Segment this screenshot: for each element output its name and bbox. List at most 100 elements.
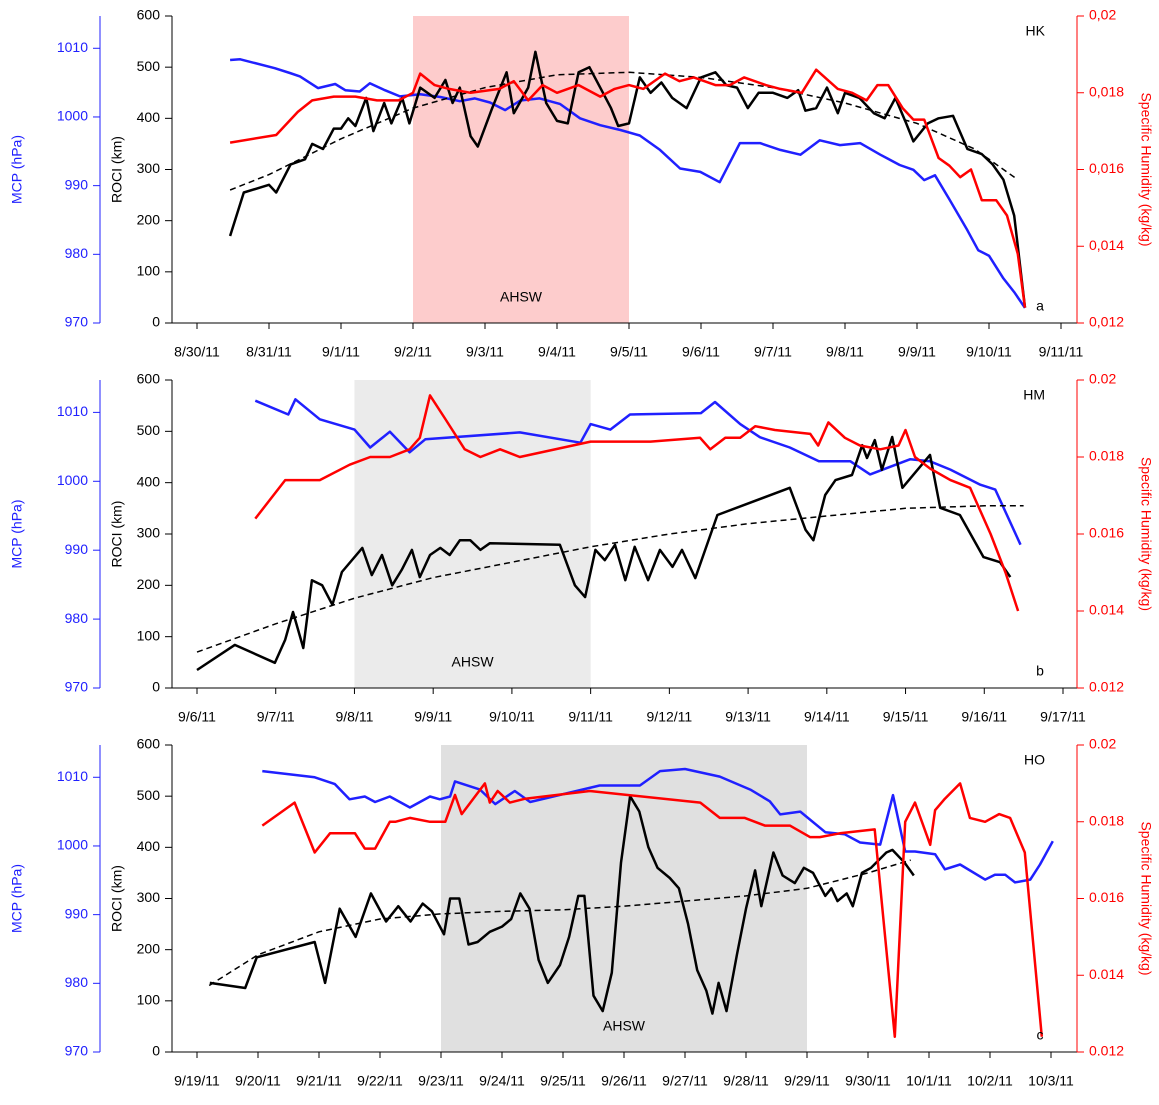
x-tick-label: 9/25/11 [540, 1073, 586, 1089]
y-tick-label: 100 [137, 627, 161, 643]
y2-tick-label: 0,016 [1089, 160, 1124, 176]
y-tick-label: 500 [137, 58, 161, 74]
y-tick-label: 300 [137, 160, 161, 176]
x-tick-label: 9/2/11 [394, 344, 432, 360]
y2-tick-label: 0.016 [1089, 525, 1124, 541]
y3-tick-label: 1000 [57, 837, 88, 853]
y-tick-label: 300 [137, 525, 161, 541]
y2-tick-label: 0,014 [1089, 237, 1124, 253]
shaded-period [354, 380, 591, 688]
x-tick-label: 9/23/11 [418, 1073, 464, 1089]
y3-tick-label: 970 [65, 1043, 89, 1059]
x-tick-label: 10/3/11 [1028, 1073, 1074, 1089]
y2-tick-label: 0.018 [1089, 812, 1124, 828]
y-tick-label: 200 [137, 940, 161, 956]
x-tick-label: 9/24/11 [479, 1073, 525, 1089]
shade-label: AHSW [603, 1018, 646, 1034]
x-tick-label: 9/29/11 [784, 1073, 830, 1089]
x-tick-label: 9/7/11 [754, 344, 792, 360]
y2-tick-label: 0.018 [1089, 448, 1124, 464]
x-tick-label: 8/30/11 [174, 344, 220, 360]
y-tick-label: 0 [152, 679, 160, 695]
x-tick-label: 9/28/11 [723, 1073, 769, 1089]
x-tick-label: 9/3/11 [466, 344, 504, 360]
y3-tick-label: 1010 [57, 768, 88, 784]
x-tick-label: 9/12/11 [647, 709, 693, 725]
x-tick-label: 9/1/11 [322, 344, 360, 360]
shade-label: AHSW [500, 289, 543, 305]
y-tick-label: 100 [137, 992, 161, 1008]
y3-tick-label: 1010 [57, 403, 88, 419]
y2-axis-title: Specific Humidity (kg/kg) [1138, 457, 1154, 611]
y3-tick-label: 990 [65, 905, 89, 921]
y3-tick-label: 980 [65, 610, 89, 626]
y2-axis-title: Specific Humidity (kg/kg) [1138, 821, 1154, 975]
y-tick-label: 600 [137, 736, 161, 752]
y3-axis-title: MCP (hPa) [9, 864, 25, 933]
y-tick-label: 600 [137, 371, 161, 387]
y3-axis-title: MCP (hPa) [9, 135, 25, 204]
series-line [196, 505, 1024, 653]
series-line [261, 782, 1044, 1038]
y-tick-label: 400 [137, 109, 161, 125]
station-label: HM [1023, 387, 1045, 403]
series-line [230, 58, 1027, 309]
y2-tick-label: 0.02 [1089, 736, 1116, 752]
y3-tick-label: 970 [65, 314, 89, 330]
series-line [196, 435, 1012, 672]
y2-tick-label: 0.012 [1089, 679, 1124, 695]
station-label: HO [1024, 752, 1045, 768]
shaded-period [413, 16, 629, 323]
station-label: HK [1026, 23, 1046, 39]
x-tick-label: 9/19/11 [174, 1073, 220, 1089]
panel-label: a [1036, 298, 1044, 314]
x-tick-label: 9/20/11 [235, 1073, 281, 1089]
y-axis-title: ROCI (km) [109, 865, 125, 932]
y-tick-label: 0 [152, 314, 160, 330]
panel-label: b [1036, 663, 1044, 679]
y2-tick-label: 0.02 [1089, 371, 1116, 387]
y-tick-label: 300 [137, 889, 161, 905]
x-tick-label: 9/10/11 [489, 709, 535, 725]
series-line [209, 794, 915, 1015]
x-tick-label: 8/31/11 [246, 344, 292, 360]
x-tick-label: 9/11/11 [1039, 344, 1084, 360]
y2-tick-label: 0.016 [1089, 889, 1124, 905]
y-tick-label: 500 [137, 787, 161, 803]
series-line [262, 767, 1054, 884]
y2-tick-label: 0.014 [1089, 602, 1124, 618]
y3-tick-label: 970 [65, 679, 89, 695]
y3-tick-label: 1000 [57, 108, 88, 124]
x-tick-label: 9/13/11 [725, 709, 771, 725]
y2-tick-label: 0.014 [1089, 966, 1124, 982]
y3-tick-label: 980 [65, 974, 89, 990]
x-tick-label: 9/8/11 [826, 344, 864, 360]
y2-tick-label: 0,012 [1089, 314, 1124, 330]
x-tick-label: 9/16/11 [961, 709, 1007, 725]
x-tick-label: 9/6/11 [178, 709, 216, 725]
series-line [229, 71, 1019, 191]
y-tick-label: 0 [152, 1043, 160, 1059]
y-tick-label: 100 [137, 263, 161, 279]
y3-axis-title: MCP (hPa) [9, 500, 25, 569]
y-tick-label: 200 [137, 211, 161, 227]
shade-label: AHSW [452, 654, 495, 670]
y3-tick-label: 980 [65, 245, 89, 261]
y-tick-label: 400 [137, 838, 161, 854]
y-tick-label: 200 [137, 576, 161, 592]
y3-tick-label: 990 [65, 176, 89, 192]
x-tick-label: 9/9/11 [898, 344, 936, 360]
y3-tick-label: 1000 [57, 472, 88, 488]
y2-tick-label: 0,018 [1089, 83, 1124, 99]
x-tick-label: 9/8/11 [336, 709, 374, 725]
y-axis-title: ROCI (km) [109, 501, 125, 568]
y2-tick-label: 0,02 [1089, 7, 1116, 23]
x-tick-label: 9/15/11 [883, 709, 929, 725]
x-tick-label: 9/22/11 [357, 1073, 403, 1089]
panel-label: c [1037, 1027, 1044, 1043]
y-axis-title: ROCI (km) [109, 136, 125, 203]
x-tick-label: 9/27/11 [662, 1073, 708, 1089]
y2-axis-title: Specific Humidity (kg/kg) [1138, 92, 1154, 246]
x-tick-label: 9/7/11 [257, 709, 295, 725]
